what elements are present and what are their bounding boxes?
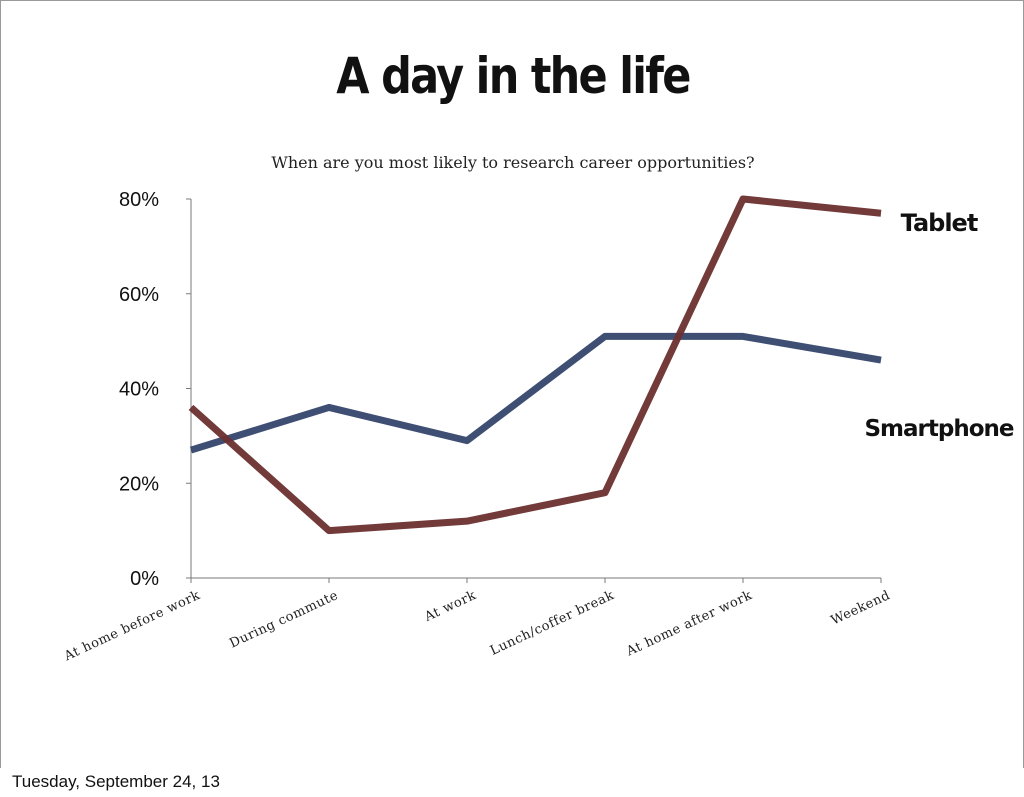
y-tick-label: 40% (119, 379, 159, 401)
footer: Tuesday, September 24, 13 (0, 768, 1024, 797)
line-chart: 0% 20% 40% 60% 80% At home before work During … (61, 189, 1015, 665)
series-label-tablet: Tablet (901, 209, 978, 237)
y-tick-label: 20% (119, 473, 159, 495)
series-label-smartphone: Smartphone (864, 416, 1013, 442)
slide: A day in the life When are you most like… (0, 0, 1024, 769)
x-tick-label: At work (422, 588, 479, 625)
footer-date: Tuesday, September 24, 13 (12, 772, 220, 791)
x-tick-label: During commute (227, 588, 340, 651)
x-tick-label: Lunch/coffer break (488, 588, 617, 659)
y-tick-label: 80% (119, 189, 159, 211)
series-line-smartphone (189, 332, 882, 454)
series-line-tablet (188, 195, 882, 535)
y-tick-label: 0% (130, 568, 159, 590)
x-tick-label: At home after work (624, 588, 755, 660)
x-tick-label: Weekend (829, 588, 893, 628)
y-tick-label: 60% (119, 284, 159, 306)
chart-subtitle: When are you most likely to research car… (271, 153, 755, 172)
x-tick-label: At home before work (61, 588, 202, 665)
slide-title: A day in the life (336, 47, 691, 105)
